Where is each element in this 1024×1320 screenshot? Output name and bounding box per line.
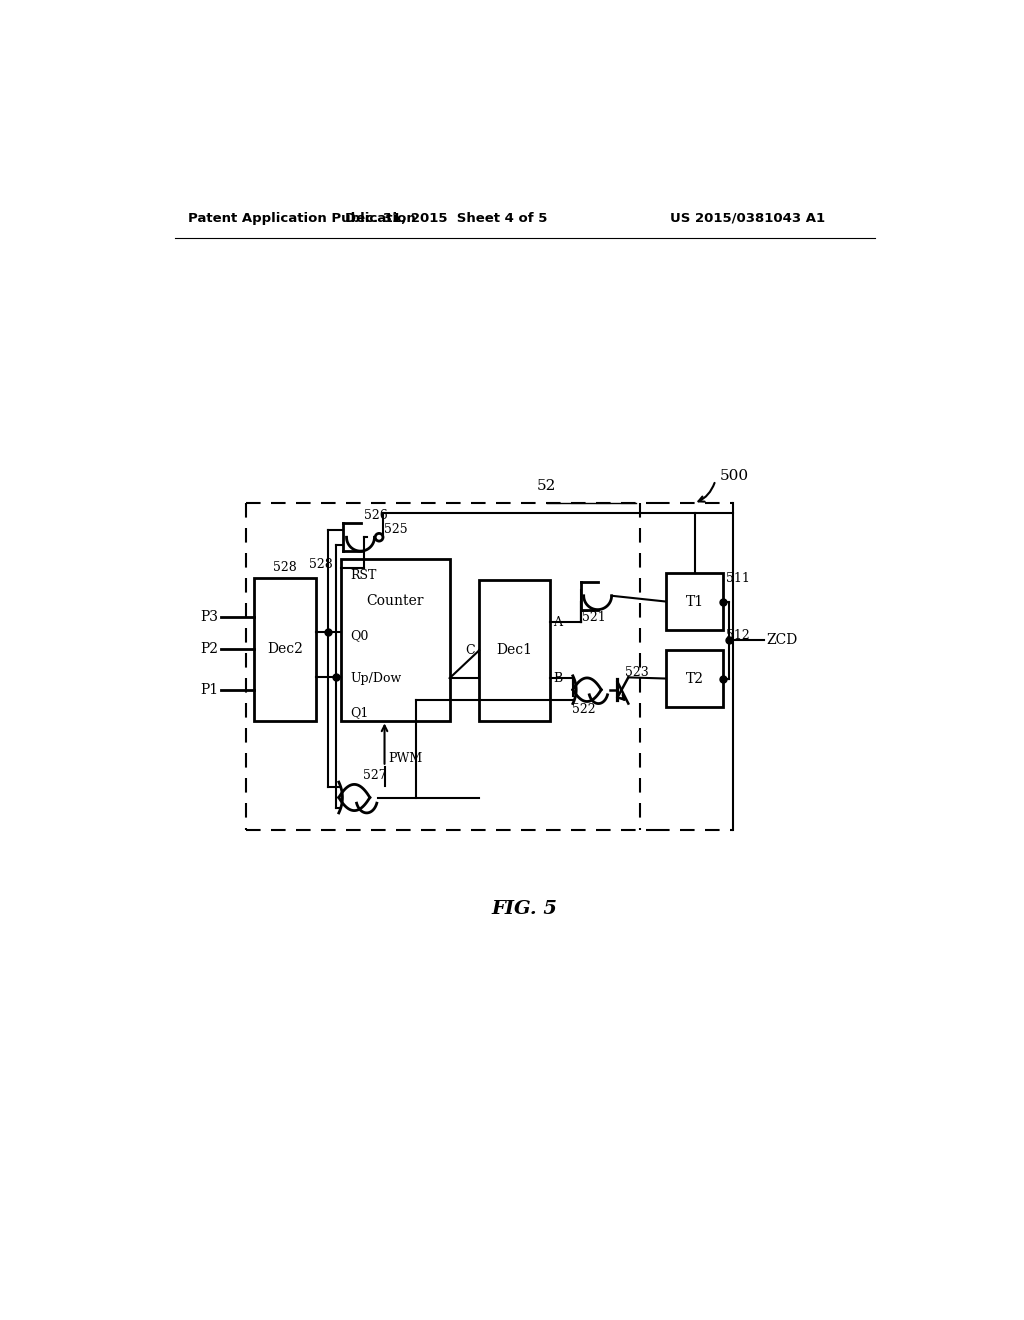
Text: 523: 523 (626, 667, 649, 680)
Text: 527: 527 (362, 770, 386, 783)
Text: US 2015/0381043 A1: US 2015/0381043 A1 (671, 213, 825, 224)
Text: Counter: Counter (367, 594, 424, 609)
Text: Up/Dow: Up/Dow (350, 672, 401, 685)
Text: 522: 522 (571, 704, 596, 717)
Text: Dec. 31, 2015  Sheet 4 of 5: Dec. 31, 2015 Sheet 4 of 5 (344, 213, 547, 224)
Text: 528: 528 (308, 557, 333, 570)
Bar (666, 573, 723, 631)
Text: PWM: PWM (388, 752, 423, 766)
Text: Q1: Q1 (350, 706, 369, 719)
Text: 52: 52 (537, 479, 556, 494)
Text: ZCD: ZCD (767, 634, 798, 647)
Bar (254, 578, 316, 721)
Text: 500: 500 (719, 470, 749, 483)
Bar (479, 581, 550, 721)
Text: P3: P3 (201, 610, 219, 623)
Text: 525: 525 (384, 523, 408, 536)
Circle shape (375, 533, 383, 541)
Text: A: A (554, 616, 562, 628)
Text: P1: P1 (201, 682, 219, 697)
Text: P2: P2 (201, 642, 219, 656)
Text: Q0: Q0 (350, 630, 369, 643)
Bar (341, 558, 450, 721)
Text: 521: 521 (582, 611, 605, 624)
Text: FIG. 5: FIG. 5 (492, 900, 558, 919)
Text: Dec2: Dec2 (267, 643, 303, 656)
Text: 526: 526 (365, 510, 388, 523)
Text: T2: T2 (685, 672, 703, 685)
Text: C: C (465, 644, 474, 657)
Text: 512: 512 (726, 628, 750, 642)
Text: B: B (554, 672, 563, 685)
Text: 511: 511 (726, 573, 750, 585)
Text: Dec1: Dec1 (497, 643, 532, 657)
Text: Patent Application Publication: Patent Application Publication (188, 213, 416, 224)
Bar (666, 649, 723, 708)
Text: 528: 528 (273, 561, 297, 574)
Text: RST: RST (350, 569, 377, 582)
Text: T1: T1 (685, 594, 703, 609)
